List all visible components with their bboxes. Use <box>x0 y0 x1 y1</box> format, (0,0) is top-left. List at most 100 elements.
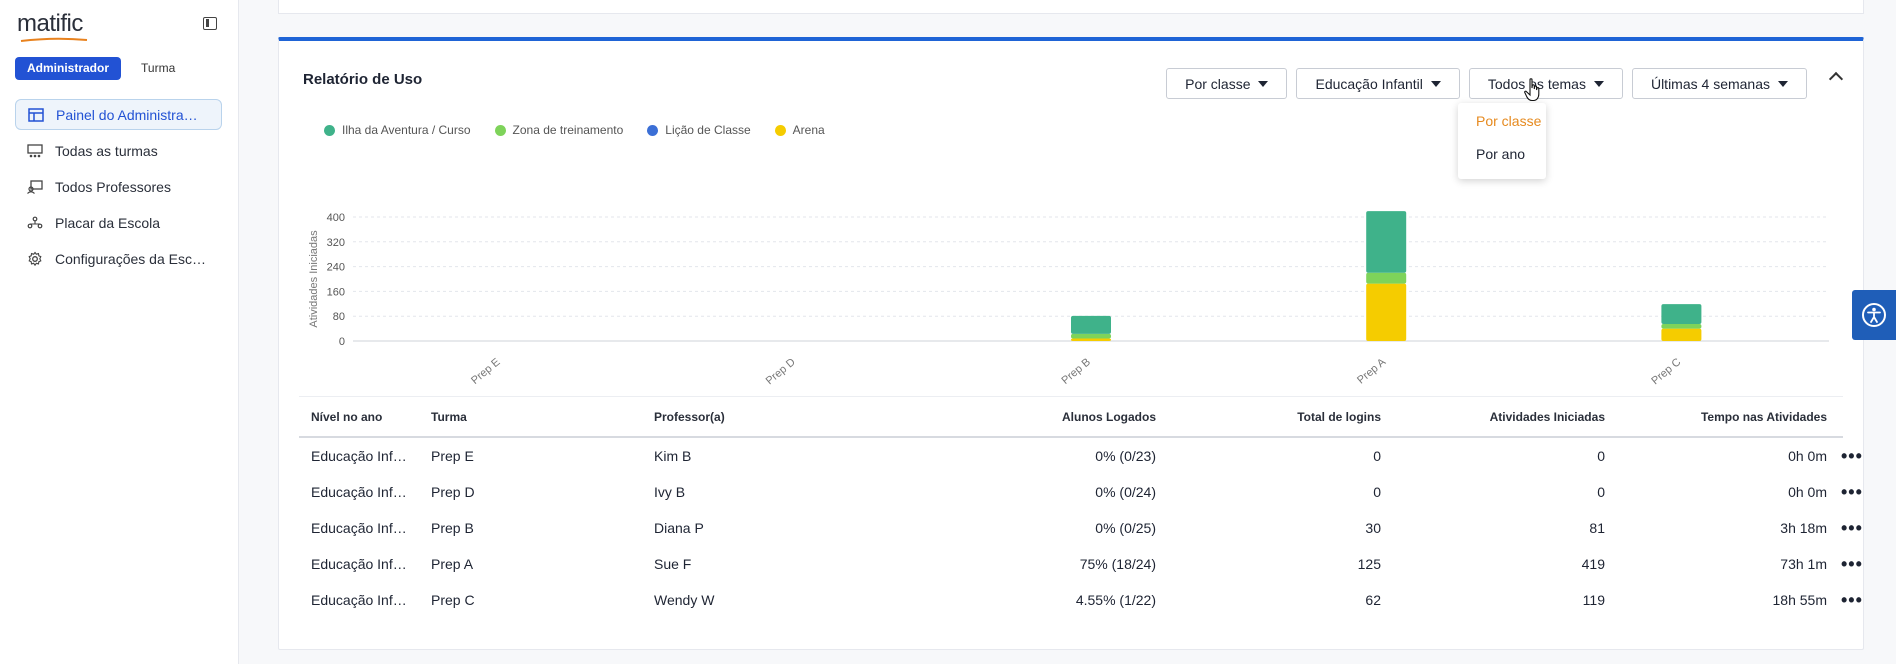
table-cell: 3h 18m <box>1780 520 1827 536</box>
table-cell: 30 <box>1365 520 1381 536</box>
dropdown-option-by-class[interactable]: Por classe <box>1476 113 1542 129</box>
table-row[interactable]: Educação Inf… Prep E Kim B 0% (0/23) 0 0 0h 0m… <box>299 438 1862 474</box>
legend-item[interactable]: Lição de Classe <box>647 123 751 137</box>
row-more-icon[interactable]: ••• <box>1841 553 1863 574</box>
column-header[interactable]: Alunos Logados <box>1062 409 1156 424</box>
table-cell: Prep C <box>431 592 475 608</box>
y-tick-label: 160 <box>327 286 345 298</box>
table-cell: Educação Inf… <box>311 448 407 464</box>
table-row[interactable]: Educação Inf… Prep B Diana P 0% (0/25) 30 81 3… <box>299 510 1862 546</box>
legend-label: Lição de Classe <box>665 123 751 137</box>
column-header[interactable]: Total de logins <box>1297 409 1381 424</box>
table-cell: Kim B <box>654 448 692 464</box>
y-axis-label: Atividades Iniciadas <box>308 230 320 328</box>
collapse-card-icon[interactable] <box>1828 71 1844 87</box>
gear-icon <box>27 251 43 266</box>
column-header[interactable]: Tempo nas Atividades <box>1700 409 1827 424</box>
matific-logo[interactable]: matific <box>17 10 88 42</box>
legend-item[interactable]: Zona de treinamento <box>494 123 623 137</box>
table-row[interactable]: Educação Inf… Prep C Wendy W 4.55% (1/22) 62… <box>299 582 1862 618</box>
table-cell: Wendy W <box>654 592 715 608</box>
collapse-sidebar-icon[interactable] <box>203 17 217 30</box>
group-by-select[interactable]: Por classe <box>1166 68 1288 99</box>
sidebar-item-label: Configurações da Esc… <box>55 250 206 267</box>
row-more-icon[interactable]: ••• <box>1841 589 1863 610</box>
topics-value: Todos os temas <box>1487 75 1586 92</box>
table-cell: Educação Inf… <box>311 484 407 500</box>
column-header[interactable]: Nível no ano <box>311 409 383 424</box>
legend-swatch <box>647 124 659 136</box>
table-cell: 0 <box>1373 484 1381 500</box>
table-cell: 125 <box>1357 556 1381 572</box>
table-cell: Ivy B <box>654 484 686 500</box>
legend-item[interactable]: Ilha da Aventura / Curso <box>324 123 471 137</box>
caret-down-icon <box>1593 80 1604 87</box>
row-more-icon[interactable]: ••• <box>1841 481 1863 502</box>
table-cell: Educação Inf… <box>311 520 407 536</box>
sidebar-item-admin-dashboard[interactable]: Painel do Administra… <box>15 99 222 130</box>
table-cell: Educação Inf… <box>311 592 407 608</box>
table-body: Educação Inf… Prep E Kim B 0% (0/23) 0 0 0h 0m… <box>299 438 1862 618</box>
row-more-icon[interactable]: ••• <box>1841 445 1863 466</box>
grade-value: Educação Infantil <box>1315 75 1423 92</box>
table-cell: 0% (0/23) <box>1095 448 1156 464</box>
table-row[interactable]: Educação Inf… Prep D Ivy B 0% (0/24) 0 0 0h 0m… <box>299 474 1862 510</box>
x-tick-label: Prep B <box>1059 356 1092 387</box>
x-tick-label: Prep C <box>1649 356 1683 387</box>
usage-report-card: Relatório de Uso Por classe Educação Inf… <box>278 37 1864 650</box>
accessibility-icon <box>1862 303 1886 327</box>
table-cell: 0 <box>1597 448 1605 464</box>
y-tick-label: 320 <box>327 237 345 249</box>
role-admin-button[interactable]: Administrador <box>15 57 122 80</box>
table-cell: Educação Inf… <box>311 556 407 572</box>
sidebar-item-all-teachers[interactable]: Todos Professores <box>15 171 222 202</box>
accessibility-button[interactable] <box>1852 290 1896 340</box>
topics-select[interactable]: Todos os temas <box>1468 68 1623 99</box>
table-cell: 119 <box>1582 592 1605 608</box>
period-value: Últimas 4 semanas <box>1650 75 1770 92</box>
table-cell: 0h 0m <box>1788 448 1827 464</box>
column-header[interactable]: Turma <box>431 409 467 424</box>
legend-item[interactable]: Arena <box>774 123 825 137</box>
table-row[interactable]: Educação Inf… Prep A Sue F 75% (18/24) 125 41… <box>299 546 1862 582</box>
bar-segment <box>1661 304 1702 324</box>
sidebar-nav: Painel do Administra… Todas as turmas To… <box>15 99 222 279</box>
period-select[interactable]: Últimas 4 semanas <box>1631 68 1807 99</box>
table-cell: 0 <box>1597 484 1605 500</box>
table-cell: 0% (0/25) <box>1095 520 1156 536</box>
usage-bar-chart: 0 80 160 240 320 400 Atividades Iniciadas Prep … <box>308 211 1829 387</box>
grade-select[interactable]: Educação Infantil <box>1296 68 1460 99</box>
sidebar-item-school-settings[interactable]: Configurações da Esc… <box>15 243 222 274</box>
sidebar-item-label: Todas as turmas <box>55 142 158 159</box>
sidebar-item-all-classes[interactable]: Todas as turmas <box>15 135 222 166</box>
teachers-icon <box>27 179 43 194</box>
dropdown-option-by-year[interactable]: Por ano <box>1476 146 1526 162</box>
role-switcher: Administrador Turma <box>15 57 191 80</box>
bar-segment <box>1366 272 1407 284</box>
bar-segment <box>1071 315 1111 334</box>
x-tick-label: Prep E <box>469 356 502 387</box>
sidebar-item-school-leaderboard[interactable]: Placar da Escola <box>15 207 222 238</box>
sidebar-item-label: Painel do Administra… <box>56 106 198 123</box>
y-tick-label: 80 <box>333 311 345 323</box>
row-more-icon[interactable]: ••• <box>1841 517 1863 538</box>
table-cell: 4.55% (1/22) <box>1075 592 1156 608</box>
logo-swoosh <box>20 37 88 42</box>
table-cell: 73h 1m <box>1780 556 1827 572</box>
y-tick-label: 0 <box>339 336 345 348</box>
main-content: Relatório de Uso Por classe Educação Inf… <box>240 0 1896 664</box>
usage-table: Nível no ano Turma Professor(a) Alunos L… <box>299 396 1862 618</box>
role-class-button[interactable]: Turma <box>141 61 176 75</box>
column-header[interactable]: Atividades Iniciadas <box>1489 409 1605 424</box>
logo-text: matific <box>17 10 83 37</box>
bar-segment <box>1366 211 1407 273</box>
sidebar-item-label: Placar da Escola <box>55 214 161 231</box>
table-cell: Prep A <box>431 556 474 572</box>
legend-label: Ilha da Aventura / Curso <box>342 123 471 137</box>
column-header[interactable]: Professor(a) <box>654 409 725 424</box>
bar-segment <box>1071 338 1111 341</box>
table-cell: Prep E <box>431 448 474 464</box>
chart-legend: Ilha da Aventura / Curso Zona de treinam… <box>324 123 825 137</box>
group-by-value: Por classe <box>1185 75 1251 92</box>
table-cell: 0 <box>1373 448 1381 464</box>
